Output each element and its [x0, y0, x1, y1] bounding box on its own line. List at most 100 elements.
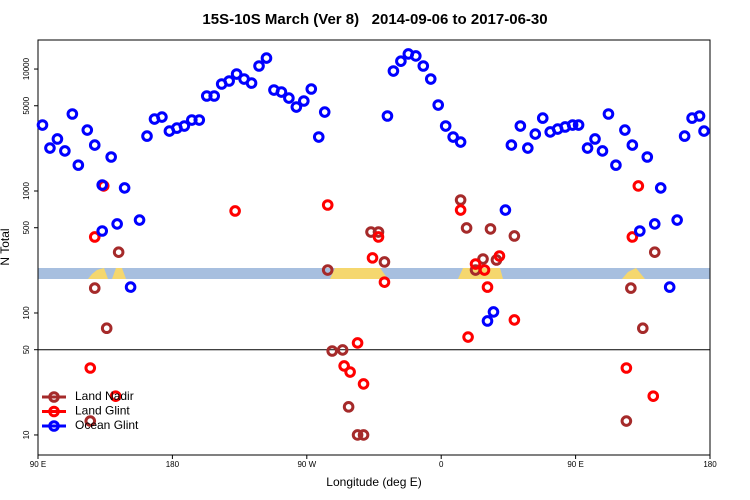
point [351, 337, 364, 349]
point [245, 77, 258, 89]
point [387, 65, 400, 77]
point [536, 112, 549, 124]
legend-label: Land Glint [75, 404, 130, 418]
point [351, 429, 364, 441]
point [487, 306, 500, 318]
point [260, 52, 273, 64]
point [647, 390, 660, 402]
point [338, 360, 350, 372]
y-tick-label: 50 [22, 345, 31, 354]
point [193, 114, 206, 126]
point [654, 182, 667, 194]
point [432, 99, 445, 111]
point [698, 125, 710, 137]
point [663, 281, 676, 293]
point [481, 281, 494, 293]
point [124, 281, 137, 293]
point [283, 92, 295, 104]
point [620, 362, 633, 374]
point [619, 124, 631, 136]
y-tick-label: 10000 [22, 57, 31, 80]
point [81, 124, 94, 136]
point [208, 90, 221, 102]
point [481, 315, 494, 327]
point [305, 83, 318, 95]
point [439, 120, 452, 132]
y-tick-label: 5000 [22, 96, 31, 114]
point [378, 276, 391, 288]
point [229, 205, 241, 217]
point [96, 225, 109, 237]
point [344, 366, 356, 378]
point [36, 119, 49, 131]
point [321, 199, 334, 211]
point [88, 139, 101, 151]
point [484, 223, 497, 235]
point [321, 264, 334, 276]
point [342, 401, 355, 413]
point [447, 131, 459, 143]
point [648, 246, 661, 259]
point [66, 108, 79, 120]
chart-title: 15S-10S March (Ver 8) 2014-09-06 to 2017… [202, 11, 547, 28]
point [298, 95, 310, 107]
point [105, 151, 117, 163]
point [514, 120, 527, 132]
point [469, 258, 482, 270]
point [318, 106, 331, 118]
point [156, 111, 168, 123]
point [596, 145, 609, 157]
x-tick-label: 90 E [30, 460, 46, 469]
point [454, 136, 467, 148]
plot-frame [37, 39, 711, 456]
y-tick-label: 500 [22, 221, 31, 235]
x-tick-label: 180 [166, 460, 180, 469]
x-tick-label: 90 E [567, 460, 583, 469]
point [290, 101, 303, 113]
y-tick-label: 1000 [22, 182, 31, 200]
point [620, 415, 633, 427]
point [395, 55, 407, 67]
point [141, 130, 153, 142]
point [372, 231, 385, 243]
point [111, 218, 123, 230]
point [632, 180, 645, 192]
point [648, 218, 661, 230]
point [336, 344, 349, 356]
point [454, 204, 467, 216]
point [72, 159, 85, 171]
point [505, 139, 518, 151]
legend-label: Land Nadir [75, 389, 134, 403]
point [499, 204, 512, 216]
point [581, 142, 594, 154]
point [96, 179, 109, 191]
point [357, 378, 370, 390]
x-tick-label: 0 [439, 460, 444, 469]
point [462, 331, 474, 343]
point [100, 322, 113, 335]
point [634, 225, 646, 237]
point [478, 264, 491, 276]
x-tick-label: 90 W [297, 460, 316, 469]
point [610, 159, 622, 171]
point [253, 60, 265, 72]
y-tick-label: 10 [22, 430, 31, 439]
point [589, 133, 601, 145]
point [417, 60, 430, 72]
point [508, 230, 521, 242]
legend-marker [48, 405, 60, 418]
point [118, 182, 131, 194]
point [366, 252, 379, 264]
x-axis-label: Longitude (deg E) [326, 475, 421, 489]
y-axis-label: N Total [0, 228, 12, 265]
point [508, 314, 521, 326]
point [112, 246, 125, 259]
point [410, 50, 422, 62]
point [602, 108, 615, 120]
point [378, 256, 391, 268]
point [529, 128, 542, 140]
point [44, 142, 56, 154]
point [357, 429, 370, 441]
point [626, 139, 639, 151]
